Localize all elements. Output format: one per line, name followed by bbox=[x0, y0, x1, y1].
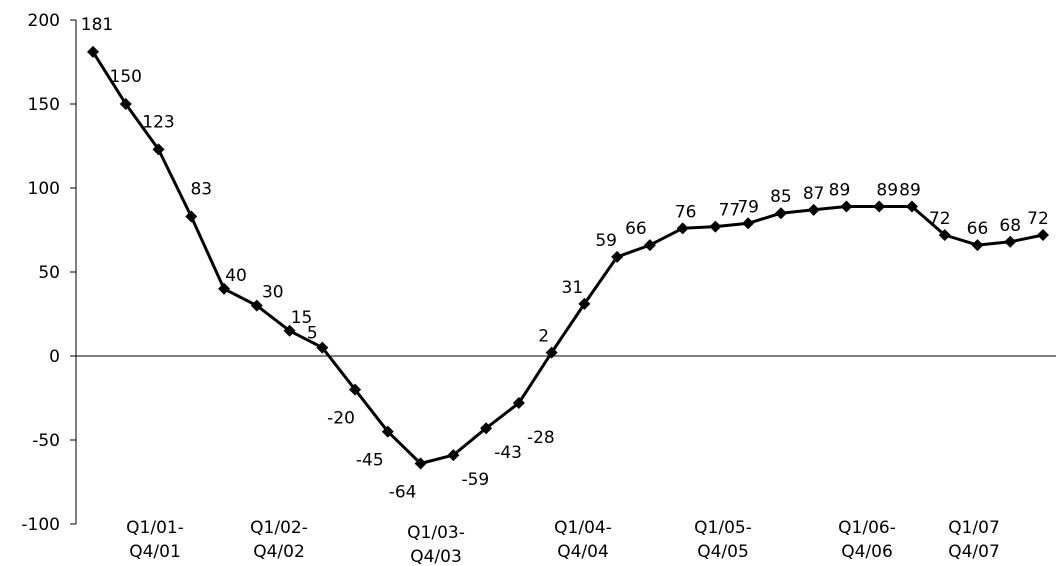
data-point-marker bbox=[185, 210, 198, 223]
data-label: 89 bbox=[876, 180, 898, 200]
x-category-label-line1: Q1/04- bbox=[554, 518, 612, 538]
data-label: 77 bbox=[719, 201, 741, 221]
data-point-marker bbox=[119, 98, 132, 110]
data-label: 76 bbox=[675, 202, 697, 222]
data-point-marker bbox=[873, 200, 886, 213]
y-tick-label: 0 bbox=[49, 347, 60, 367]
data-label: -28 bbox=[527, 428, 555, 448]
data-label: 72 bbox=[929, 209, 951, 229]
x-category-label-line2: Q4/02 bbox=[253, 542, 305, 562]
data-point-marker bbox=[611, 250, 624, 263]
data-point-marker bbox=[938, 229, 951, 242]
data-label: 72 bbox=[1027, 209, 1049, 229]
data-point-marker bbox=[250, 299, 263, 312]
x-category-label-line1: Q1/01- bbox=[126, 518, 184, 538]
data-point-marker bbox=[349, 383, 362, 396]
y-tick-label: 200 bbox=[28, 11, 60, 31]
data-label: 123 bbox=[142, 112, 174, 132]
x-category-label-line2: Q4/04 bbox=[557, 542, 609, 562]
data-point-marker bbox=[152, 143, 165, 156]
x-category-label-line2: Q4/03 bbox=[410, 547, 462, 566]
data-label: 31 bbox=[562, 278, 584, 298]
data-label: 30 bbox=[262, 283, 284, 303]
data-labels: 181 150 123 83 40 30 155 -20 -45-64 -59-43-28 2 31 5… bbox=[81, 15, 1049, 503]
data-point-marker bbox=[480, 422, 493, 435]
axes bbox=[75, 20, 1056, 524]
data-point-marker bbox=[676, 222, 689, 235]
y-tick-label: 150 bbox=[28, 95, 60, 115]
y-tick-label: -50 bbox=[32, 431, 60, 451]
x-category-label-line1: Q1/07 bbox=[948, 518, 1000, 538]
data-point-marker bbox=[414, 457, 427, 470]
x-category-label-line2: Q4/01 bbox=[129, 542, 181, 562]
x-axis-category-labels: Q1/01- Q4/01 Q1/02- Q4/02 Q1/03- Q4/03 Q… bbox=[126, 518, 1000, 566]
data-label: 89 bbox=[899, 180, 921, 200]
x-category-label-line2: Q4/06 bbox=[841, 542, 893, 562]
data-point-marker bbox=[316, 341, 329, 354]
data-label: -20 bbox=[327, 409, 355, 429]
y-axis-ticks: 200 150 100 50 0 -50 -100 bbox=[21, 11, 76, 535]
data-label: 66 bbox=[967, 219, 989, 239]
x-category-label-line1: Q1/06- bbox=[838, 518, 896, 538]
data-point-marker bbox=[709, 220, 722, 233]
data-label: 87 bbox=[803, 184, 825, 204]
data-point-marker bbox=[971, 239, 984, 252]
data-point-marker bbox=[742, 217, 755, 230]
data-point-marker bbox=[1004, 235, 1017, 248]
x-category-label-line1: Q1/05- bbox=[694, 518, 752, 538]
data-point-marker bbox=[807, 203, 820, 216]
data-label: 79 bbox=[737, 197, 759, 217]
data-label: 2 bbox=[538, 327, 549, 347]
data-point-marker bbox=[283, 324, 296, 337]
x-category-label-line2: Q4/07 bbox=[948, 542, 1000, 562]
data-label: 66 bbox=[625, 219, 647, 239]
data-label: 181 bbox=[81, 15, 113, 35]
data-point-marker bbox=[578, 297, 591, 310]
data-point-marker bbox=[381, 425, 394, 438]
data-label: 40 bbox=[225, 266, 247, 286]
data-label: 15 bbox=[291, 308, 313, 328]
data-label: -59 bbox=[461, 470, 489, 490]
y-tick-label: 100 bbox=[28, 179, 60, 199]
data-point-marker bbox=[774, 207, 787, 220]
data-point-marker bbox=[840, 200, 853, 213]
y-tick-label: -100 bbox=[21, 515, 60, 535]
data-label: 85 bbox=[770, 187, 792, 207]
data-label: 83 bbox=[190, 180, 212, 200]
data-label: -45 bbox=[356, 451, 384, 471]
data-label: -64 bbox=[389, 483, 417, 503]
data-point-marker bbox=[545, 346, 558, 359]
data-label: -43 bbox=[494, 443, 522, 463]
data-point-marker bbox=[447, 449, 460, 462]
data-point-marker bbox=[1037, 229, 1049, 242]
data-point-marker bbox=[218, 282, 231, 295]
data-point-marker bbox=[512, 397, 525, 410]
data-label: 150 bbox=[110, 67, 142, 87]
data-label: 89 bbox=[829, 180, 851, 200]
data-point-marker bbox=[905, 200, 918, 213]
y-tick-label: 50 bbox=[38, 263, 60, 283]
data-point-marker bbox=[643, 239, 656, 252]
x-category-label-line1: Q1/02- bbox=[250, 518, 308, 538]
markers bbox=[87, 45, 1049, 470]
data-label: 5 bbox=[307, 324, 318, 344]
series bbox=[91, 51, 1044, 465]
data-label: 59 bbox=[595, 231, 617, 251]
series-line bbox=[91, 51, 1044, 465]
data-label: 68 bbox=[999, 216, 1021, 236]
data-point-marker bbox=[87, 45, 99, 58]
x-category-label-line1: Q1/03- bbox=[407, 523, 465, 543]
x-category-label-line2: Q4/05 bbox=[697, 542, 749, 562]
